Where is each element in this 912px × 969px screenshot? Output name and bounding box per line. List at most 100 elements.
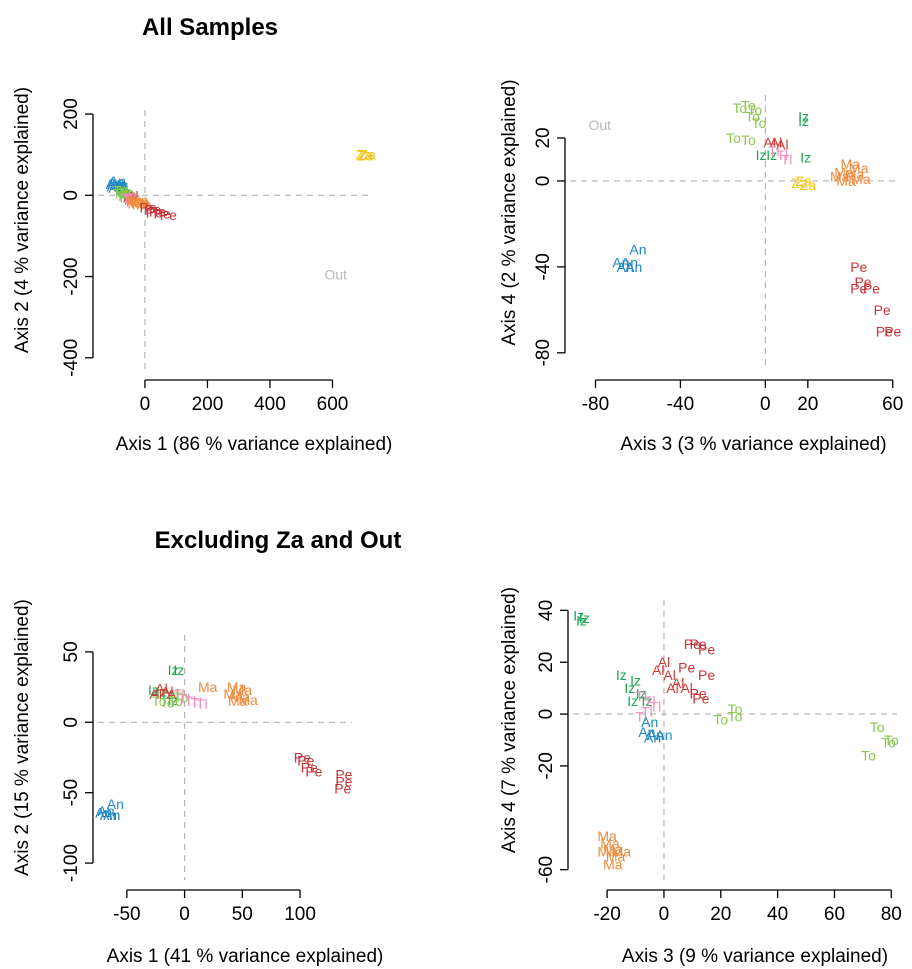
data-point-to: To — [160, 695, 175, 711]
data-point-pe: Pe — [301, 759, 318, 775]
x-tick-label: 0 — [140, 394, 151, 415]
x-axis-label: Axis 1 (86 % variance explained) — [116, 434, 393, 455]
data-point-pe: Pe — [146, 204, 163, 220]
x-tick-label: 50 — [232, 904, 253, 925]
data-point-ma: Ma — [230, 689, 250, 705]
data-point-an: An — [98, 803, 115, 819]
data-point-tl: Tl — [635, 709, 647, 725]
panel-excluding-axis1-axis2: -50 0 50 100 -100 -50 0 50 Axis 1 (41 % variance… — [12, 527, 401, 967]
data-point-pe: Pe — [678, 659, 695, 675]
data-point-tl: Tl — [124, 192, 136, 208]
data-point-ma: Ma — [836, 173, 856, 189]
data-point-al: Al — [126, 188, 138, 204]
data-point-pe: Pe — [297, 752, 314, 768]
data-point-iz: Iz — [756, 147, 767, 163]
x-axis-label: Axis 1 (41 % variance explained) — [107, 946, 384, 967]
x-tick-label: 40 — [767, 904, 788, 925]
data-point-pe: Pe — [160, 207, 177, 223]
data-point-to: To — [747, 102, 762, 118]
data-point-an: An — [625, 259, 642, 275]
data-point-to: To — [152, 693, 167, 709]
data-point-ma: Ma — [600, 836, 620, 852]
panel-excluding-axis3-axis4: -20 0 20 40 60 80 -60 -20 0 20 40 Axis 3 (9 % varia… — [499, 587, 902, 967]
data-point-ma: Ma — [603, 856, 623, 872]
data-point-ma: Ma — [597, 828, 617, 844]
data-point-iz: Iz — [173, 662, 184, 678]
data-point-iz: Iz — [636, 685, 647, 701]
data-point-al: Al — [150, 686, 162, 702]
data-point-iz: Iz — [117, 183, 128, 199]
data-point-pe: Pe — [874, 302, 891, 318]
data-point-al: Al — [652, 662, 664, 678]
x-axis-label: Axis 3 (3 % variance explained) — [620, 434, 886, 455]
x-tick-label: 60 — [882, 394, 903, 415]
x-tick-label: 80 — [881, 904, 902, 925]
data-point-iz: Iz — [641, 693, 652, 709]
x-tick-label: 0 — [659, 904, 670, 925]
data-point-za: Za — [356, 147, 373, 163]
x-tick-label: 0 — [179, 904, 190, 925]
y-tick-label: -40 — [533, 253, 554, 280]
data-point-al: Al — [666, 680, 678, 696]
chart-title: All Samples — [142, 14, 278, 41]
x-axis-label: Axis 3 (9 % variance explained) — [622, 946, 888, 967]
data-point-ma: Ma — [228, 693, 248, 709]
data-point-ma: Ma — [830, 169, 850, 185]
x-tick-label: 200 — [192, 394, 224, 415]
data-point-iz: Iz — [116, 181, 127, 197]
data-point-an: An — [641, 714, 658, 730]
data-point-tl: Tl — [644, 693, 656, 709]
data-point-to: To — [861, 748, 876, 764]
x-tick-label: 100 — [284, 904, 316, 925]
data-point-al: Al — [167, 686, 179, 702]
data-point-an: An — [103, 807, 120, 823]
data-point-pe: Pe — [698, 667, 715, 683]
data-point-pe: Pe — [335, 766, 352, 782]
data-point-an: An — [109, 173, 126, 189]
data-point-tl: Tl — [126, 190, 138, 206]
y-axis-label: Axis 4 (2 % variance explained) — [499, 79, 520, 345]
x-tick-label: 400 — [254, 394, 286, 415]
y-axis-label: Axis 4 (7 % variance explained) — [499, 587, 520, 853]
data-point-ma: Ma — [851, 171, 871, 187]
y-tick-label: 200 — [61, 98, 82, 130]
data-point-to: To — [728, 709, 743, 725]
data-point-an: An — [655, 727, 672, 743]
data-point-tl: Tl — [185, 693, 197, 709]
data-point-pe: Pe — [689, 636, 706, 652]
y-tick-label: -20 — [536, 752, 557, 779]
data-point-al: Al — [763, 134, 775, 150]
data-point-an: An — [95, 804, 112, 820]
data-point-an: An — [107, 796, 124, 812]
data-point-an: An — [612, 255, 629, 271]
data-point-to: To — [741, 132, 756, 148]
x-tick-label: 0 — [760, 394, 771, 415]
data-point-iz: Iz — [168, 692, 179, 708]
data-point-ma: Ma — [198, 679, 218, 695]
data-point-an: An — [638, 724, 655, 740]
data-point-tl: Tl — [179, 690, 191, 706]
data-point-pe: Pe — [698, 641, 715, 657]
y-tick-label: -60 — [536, 856, 557, 883]
data-point-pe: Pe — [863, 280, 880, 296]
data-point-ma: Ma — [849, 160, 869, 176]
data-point-an: An — [108, 180, 125, 196]
data-point-al: Al — [161, 683, 173, 699]
x-tick-label: -50 — [113, 904, 140, 925]
data-point-ma: Ma — [238, 692, 258, 708]
x-tick-label: 20 — [797, 394, 818, 415]
data-point-out: Out — [324, 267, 347, 283]
data-point-al: Al — [663, 667, 675, 683]
data-point-iz: Iz — [148, 682, 159, 698]
data-point-an: An — [629, 242, 646, 258]
panel-all-samples-axis3-axis4: -80 -40 0 20 60 -80 -40 0 20 Axis 3 (3 % variance… — [499, 79, 903, 455]
data-point-to: To — [112, 185, 127, 201]
data-point-iz: Iz — [162, 686, 173, 702]
data-point-an: An — [108, 174, 125, 190]
data-point-to: To — [726, 130, 741, 146]
data-point-pe: Pe — [334, 780, 351, 796]
data-point-al: Al — [125, 191, 137, 207]
data-point-ma: Ma — [233, 682, 253, 698]
data-point-to: To — [117, 189, 132, 205]
data-point-iz: Iz — [168, 662, 179, 678]
